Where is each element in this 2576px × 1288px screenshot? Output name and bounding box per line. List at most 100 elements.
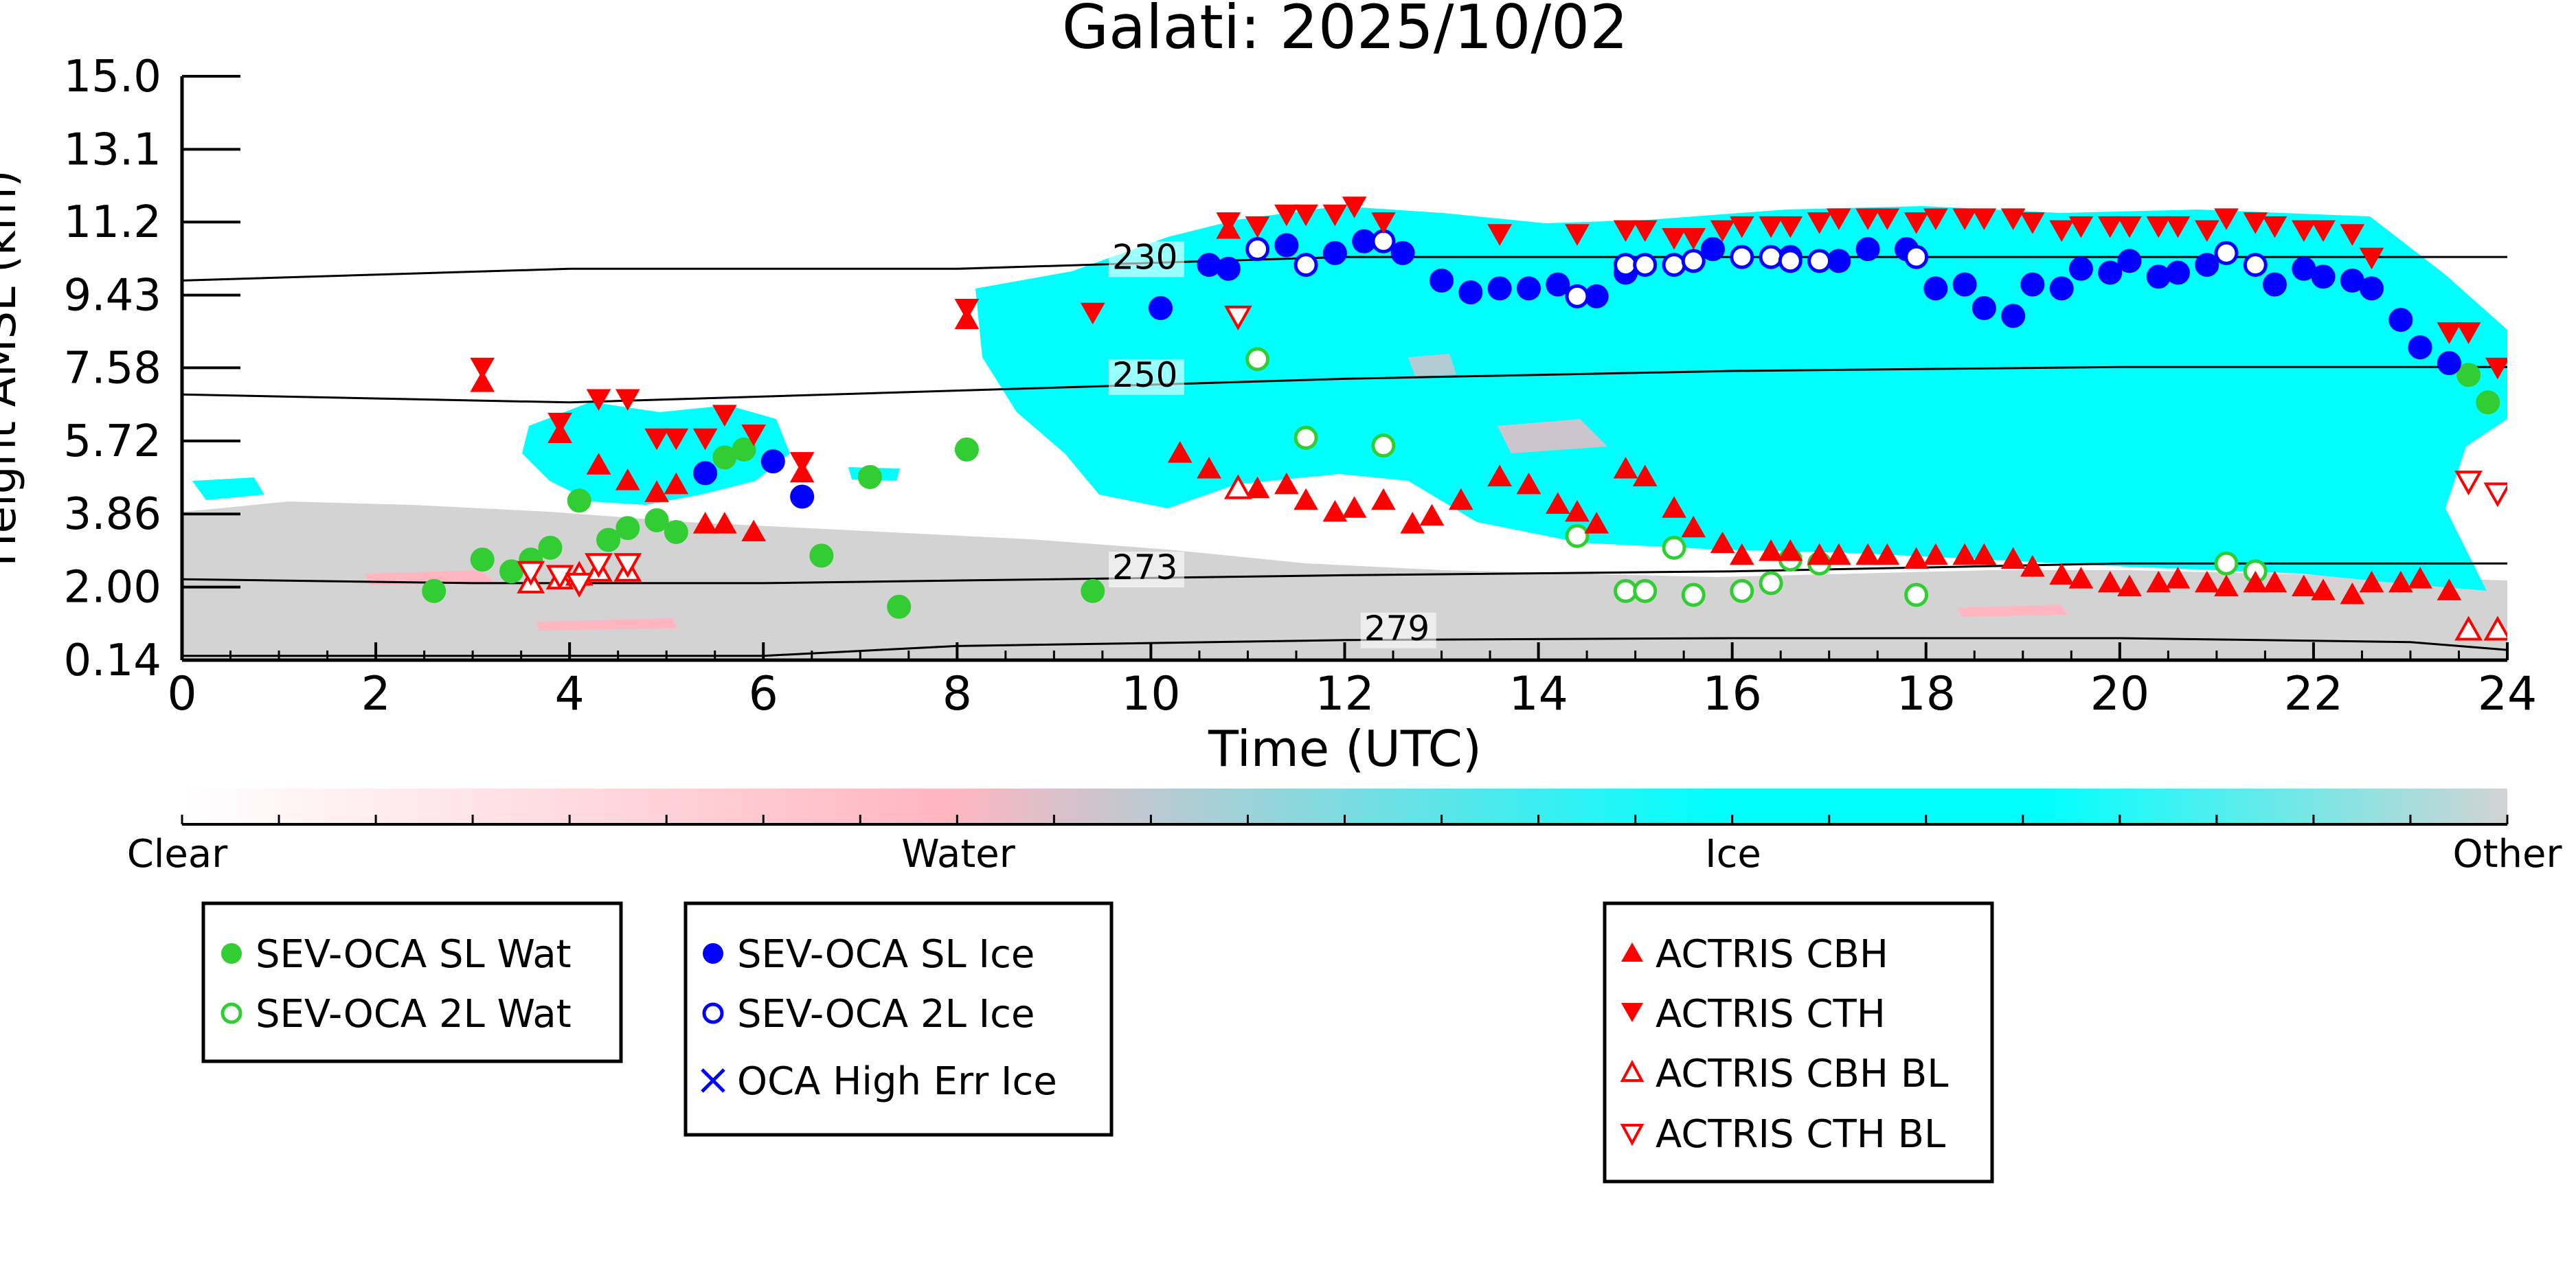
marker-actris-cbh: [1448, 488, 1473, 510]
marker-actris-cbh: [2194, 570, 2219, 593]
legend-marker-2l-ice: [702, 1002, 724, 1024]
marker-actris-cth: [2359, 247, 2384, 270]
marker-actris-cbh: [2049, 563, 2075, 585]
marker-actris-cth: [1632, 220, 1658, 242]
marker-sev-oca-sl-ice: [693, 461, 718, 486]
marker-actris-cbh: [2262, 570, 2287, 593]
water-patch: [1958, 605, 2068, 617]
water-streak: [1498, 419, 1607, 453]
x-tick-label: 18: [1896, 667, 1956, 721]
marker-actris-cbh-bl: [1223, 474, 1252, 499]
marker-actris-cbh: [586, 453, 611, 475]
marker-actris-cth: [2097, 216, 2123, 238]
marker-actris-cbh: [2117, 574, 2142, 597]
marker-actris-cth: [1342, 196, 1367, 218]
marker-actris-cth: [1778, 216, 1803, 238]
x-tick-label: 0: [167, 667, 196, 721]
marker-sev-oca-sl-wat: [2456, 363, 2481, 387]
marker-sev-oca-sl-ice: [1390, 240, 1415, 265]
marker-sev-oca-2l-ice: [1293, 253, 1318, 278]
marker-sev-oca-sl-wat: [2476, 390, 2500, 415]
marker-actris-cbh: [2340, 583, 2365, 605]
marker-sev-oca-sl-ice: [2437, 351, 2461, 376]
contour-label-bg: [1109, 552, 1184, 588]
marker-actris-cth-bl: [585, 553, 613, 578]
marker-sev-oca-sl-ice: [1971, 295, 1996, 320]
marker-sev-oca-2l-wat: [1565, 523, 1590, 548]
marker-sev-oca-sl-wat: [538, 535, 563, 560]
marker-actris-cth-bl: [565, 572, 594, 598]
marker-actris-cbh: [692, 512, 718, 534]
marker-sev-oca-2l-ice: [1662, 253, 1686, 278]
marker-actris-cth: [1371, 212, 1396, 234]
y-tick-label: 0.14: [64, 635, 162, 686]
marker-actris-cth-bl: [1223, 305, 1252, 330]
marker-sev-oca-sl-ice: [1274, 233, 1299, 258]
x-tick-label: 4: [555, 667, 585, 721]
legend-ice: SEV-OCA SL Ice SEV-OCA 2L Ice OCA High E…: [683, 901, 1114, 1137]
contour-label-bg: [1109, 359, 1184, 395]
marker-actris-cth: [2068, 216, 2094, 238]
legend-ice-box: [683, 901, 1114, 1137]
marker-actris-cth: [2146, 216, 2171, 238]
marker-actris-cth: [1681, 228, 1706, 250]
marker-actris-cbh: [1167, 441, 1193, 463]
marker-actris-cth: [1080, 302, 1105, 325]
legend-water-box: [201, 901, 623, 1063]
marker-sev-oca-sl-ice: [2263, 272, 2287, 297]
y-tick-label: 13.1: [64, 124, 162, 175]
marker-sev-oca-2l-ice: [2243, 253, 2268, 278]
contour-label: 273: [1112, 547, 1177, 587]
marker-sev-oca-sl-wat: [644, 508, 669, 532]
marker-actris-cth-bl: [517, 561, 545, 586]
marker-actris-cbh: [1681, 515, 1706, 538]
colorbar-ticks: [181, 815, 2509, 824]
contour-line: [181, 562, 2507, 585]
marker-actris-cbh: [615, 468, 640, 490]
marker-actris-cbh: [1584, 512, 1609, 534]
legend-marker-sl-wat: [221, 943, 242, 964]
marker-sev-oca-sl-wat: [567, 488, 591, 513]
marker-sev-oca-2l-ice: [1681, 249, 1706, 273]
marker-actris-cbh: [644, 480, 669, 502]
legend-marker-high-err-ice: [701, 1068, 725, 1093]
marker-sev-oca-2l-ice: [1759, 245, 1783, 269]
marker-actris-cth: [1293, 204, 1318, 227]
marker-sev-oca-2l-wat: [1662, 535, 1686, 560]
marker-actris-cbh: [2068, 567, 2094, 589]
legend-entry-cth: ACTRIS CTH: [1656, 992, 1886, 1037]
marker-actris-cbh: [1710, 531, 1735, 554]
marker-actris-cth: [1245, 216, 1270, 238]
marker-actris-cth: [2262, 216, 2287, 238]
legend-marker-cbh: [1621, 942, 1643, 962]
legend-entry-cbh: ACTRIS CBH: [1656, 932, 1888, 977]
marker-actris-cth: [692, 428, 718, 451]
marker-sev-oca-2l-ice: [1371, 229, 1396, 253]
marker-sev-oca-sl-ice: [2020, 272, 2045, 297]
marker-actris-cbh: [664, 472, 689, 495]
marker-sev-oca-2l-ice: [2214, 240, 2239, 265]
marker-actris-cbh: [741, 519, 767, 542]
legend-actris: ACTRIS CBH ACTRIS CTH ACTRIS CBH BL ACTR…: [1603, 901, 1994, 1184]
marker-sev-oca-2l-wat: [2214, 551, 2239, 576]
marker-actris-cbh: [470, 370, 495, 392]
legend-marker-2l-wat: [221, 1002, 242, 1024]
marker-sev-oca-sl-wat: [732, 437, 756, 462]
marker-sev-oca-2l-ice: [1904, 245, 1929, 269]
marker-actris-cth: [2291, 220, 2316, 242]
marker-actris-cbh: [1807, 543, 1832, 565]
marker-actris-cth: [1729, 216, 1754, 238]
marker-sev-oca-sl-ice: [1458, 280, 1483, 305]
contour-line: [181, 365, 2507, 404]
marker-actris-cth: [1322, 204, 1348, 227]
water-patch: [536, 618, 677, 631]
legend-entry-sl-wat: SEV-OCA SL Wat: [256, 932, 572, 977]
marker-sev-oca-sl-ice: [1322, 240, 1347, 265]
marker-sev-oca-2l-wat: [1633, 578, 1658, 603]
marker-sev-oca-2l-wat: [1730, 578, 1754, 603]
marker-actris-cbh-bl: [2454, 615, 2483, 641]
y-tick-label: 15.0: [64, 52, 162, 102]
marker-actris-cth: [644, 428, 669, 451]
marker-actris-cbh: [1197, 456, 1221, 479]
marker-sev-oca-sl-ice: [2165, 260, 2190, 285]
